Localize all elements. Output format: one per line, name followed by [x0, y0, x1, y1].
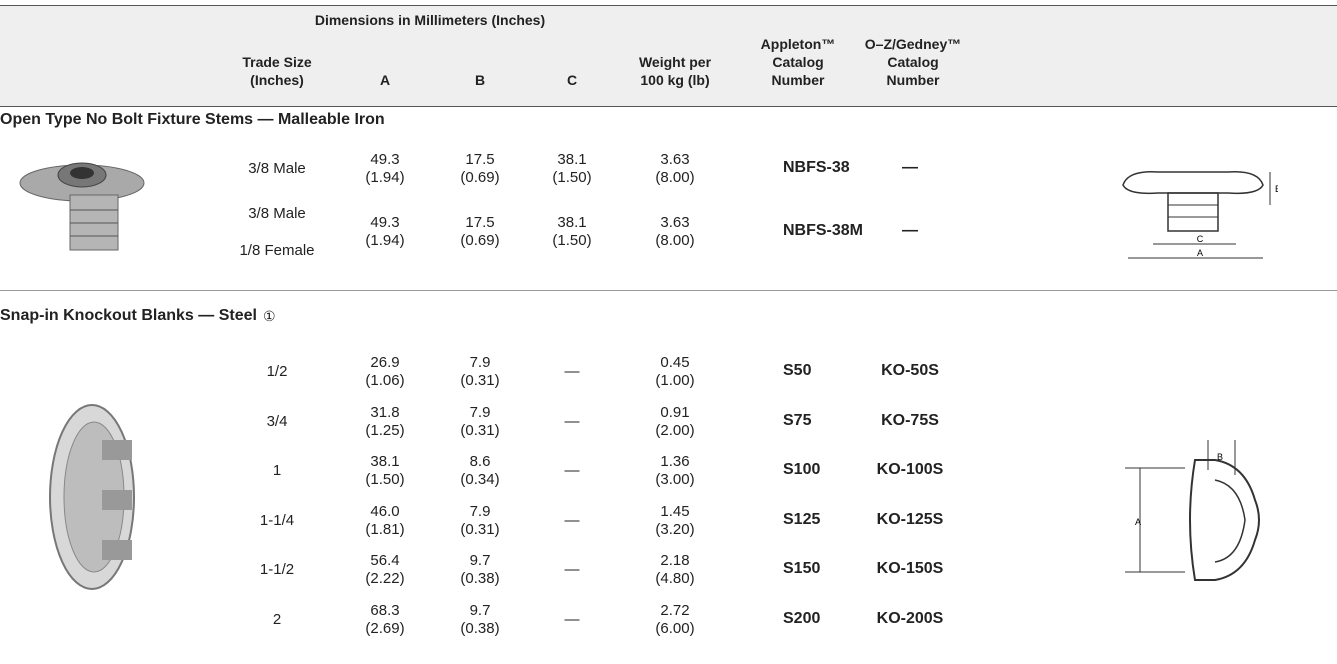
cell-value: —: [564, 512, 580, 529]
cell-value: 56.4 (2.22): [365, 552, 405, 587]
catalog-number: KO-150S: [876, 560, 944, 577]
dimensions-heading: Dimensions in Millimeters (Inches): [314, 12, 546, 28]
trade-size: 3/8 Male 1/8 Female: [239, 205, 315, 259]
column-header: O–Z/Gedney™ Catalog Number: [864, 36, 962, 88]
product-photo: [49, 404, 135, 590]
catalog-number: S100: [783, 461, 821, 478]
catalog-number: KO-75S: [881, 412, 939, 429]
column-header: Weight per 100 kg (lb): [638, 54, 712, 88]
cell-value: 17.5 (0.69): [460, 151, 500, 186]
catalog-number: —: [902, 222, 918, 239]
footnote-marker: ①: [263, 308, 276, 324]
trade-size: 1/2: [266, 363, 288, 380]
cell-value: 68.3 (2.69): [365, 602, 405, 637]
svg-text:B: B: [1275, 184, 1278, 194]
svg-text:B: B: [1217, 452, 1223, 462]
column-header: C: [566, 72, 578, 88]
cell-value: 9.7 (0.38): [460, 602, 500, 637]
catalog-number: KO-50S: [881, 362, 939, 379]
cell-value: —: [564, 413, 580, 430]
cell-value: 3.63 (8.00): [655, 214, 695, 249]
cell-value: —: [564, 561, 580, 578]
cell-value: 38.1 (1.50): [552, 214, 592, 249]
trade-size: 1: [272, 462, 282, 479]
catalog-number: NBFS-38: [783, 159, 850, 176]
header-rule: [0, 106, 1337, 107]
section-rule: [0, 290, 1337, 291]
cell-value: 49.3 (1.94): [365, 151, 405, 186]
header-band: [0, 5, 1337, 106]
trade-size: 3/4: [266, 413, 288, 430]
svg-text:C: C: [1197, 234, 1204, 244]
catalog-number: KO-100S: [876, 461, 944, 478]
section-title: Snap-in Knockout Blanks — Steel: [0, 307, 257, 324]
cell-value: —: [564, 462, 580, 479]
product-photo: [19, 162, 145, 251]
cell-value: 38.1 (1.50): [365, 453, 405, 488]
cell-value: 17.5 (0.69): [460, 214, 500, 249]
column-header: A: [379, 72, 391, 88]
catalog-number: S75: [783, 412, 812, 429]
column-header: Appleton™ Catalog Number: [760, 36, 836, 88]
cell-value: 7.9 (0.31): [460, 404, 500, 439]
trade-size: 3/8 Male: [248, 160, 306, 177]
section-title: Open Type No Bolt Fixture Stems — Mallea…: [0, 111, 385, 128]
cell-value: —: [564, 363, 580, 380]
trade-size: 1-1/4: [259, 512, 295, 529]
dimension-drawing: CA B: [1122, 171, 1278, 259]
cell-value: 0.45 (1.00): [655, 354, 695, 389]
catalog-number: KO-200S: [876, 610, 944, 627]
top-rule: [0, 5, 1337, 6]
cell-value: 1.45 (3.20): [655, 503, 695, 538]
catalog-number: S150: [783, 560, 821, 577]
column-header: B: [474, 72, 486, 88]
cell-value: 9.7 (0.38): [460, 552, 500, 587]
cell-value: 49.3 (1.94): [365, 214, 405, 249]
catalog-number: S200: [783, 610, 821, 627]
cell-value: 2.72 (6.00): [655, 602, 695, 637]
dimension-drawing: A B: [1125, 440, 1260, 581]
svg-text:A: A: [1197, 248, 1203, 258]
trade-size: 1-1/2: [259, 561, 295, 578]
cell-value: 38.1 (1.50): [552, 151, 592, 186]
catalog-number: KO-125S: [876, 511, 944, 528]
cell-value: 3.63 (8.00): [655, 151, 695, 186]
catalog-number: NBFS-38M: [783, 222, 864, 239]
catalog-number: S50: [783, 362, 812, 379]
trade-size: 2: [272, 611, 282, 628]
cell-value: 8.6 (0.34): [460, 453, 500, 488]
cell-value: 7.9 (0.31): [460, 503, 500, 538]
cell-value: 31.8 (1.25): [365, 404, 405, 439]
cell-value: 1.36 (3.00): [655, 453, 695, 488]
catalog-number: —: [902, 159, 918, 176]
cell-value: 7.9 (0.31): [460, 354, 500, 389]
cell-value: 0.91 (2.00): [655, 404, 695, 439]
catalog-number: S125: [783, 511, 821, 528]
svg-text:A: A: [1135, 517, 1141, 527]
cell-value: 26.9 (1.06): [365, 354, 405, 389]
column-header: Trade Size (Inches): [242, 54, 312, 88]
cell-value: 46.0 (1.81): [365, 503, 405, 538]
cell-value: 2.18 (4.80): [655, 552, 695, 587]
cell-value: —: [564, 611, 580, 628]
